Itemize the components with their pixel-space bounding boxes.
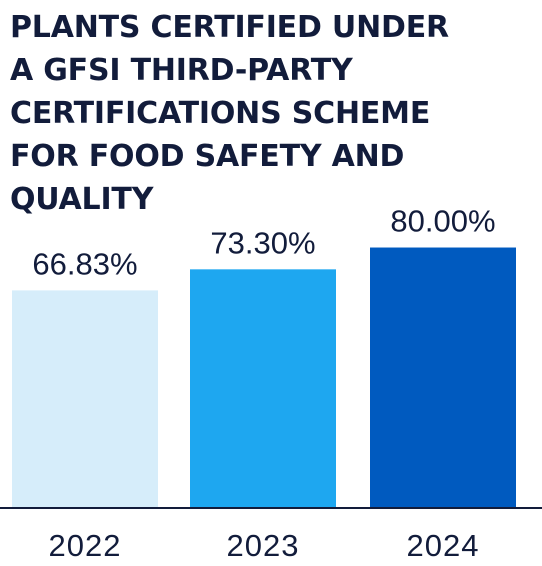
category-label-2023: 2023 (227, 528, 300, 563)
bar-2023 (190, 269, 336, 508)
chart-title-line: QUALITY (10, 182, 154, 217)
value-labels-group: 66.83% 73.30% 80.00% (32, 204, 495, 282)
bar-2022 (12, 290, 158, 508)
value-label-2024: 80.00% (390, 204, 495, 239)
chart-title-line: A GFSI THIRD-PARTY (10, 53, 353, 88)
bar-2024 (370, 247, 516, 508)
chart-title-line: PLANTS CERTIFIED UNDER (10, 10, 449, 45)
category-labels-group: 2022 2023 2024 (49, 528, 480, 563)
bars-group (12, 247, 516, 508)
chart-title-line: CERTIFICATIONS SCHEME (10, 96, 431, 131)
chart-title-line: FOR FOOD SAFETY AND (10, 139, 405, 174)
chart-title: PLANTS CERTIFIED UNDER A GFSI THIRD-PART… (10, 6, 449, 221)
value-label-2023: 73.30% (210, 225, 315, 260)
value-label-2022: 66.83% (32, 246, 137, 281)
category-label-2022: 2022 (49, 528, 122, 563)
category-label-2024: 2024 (407, 528, 480, 563)
